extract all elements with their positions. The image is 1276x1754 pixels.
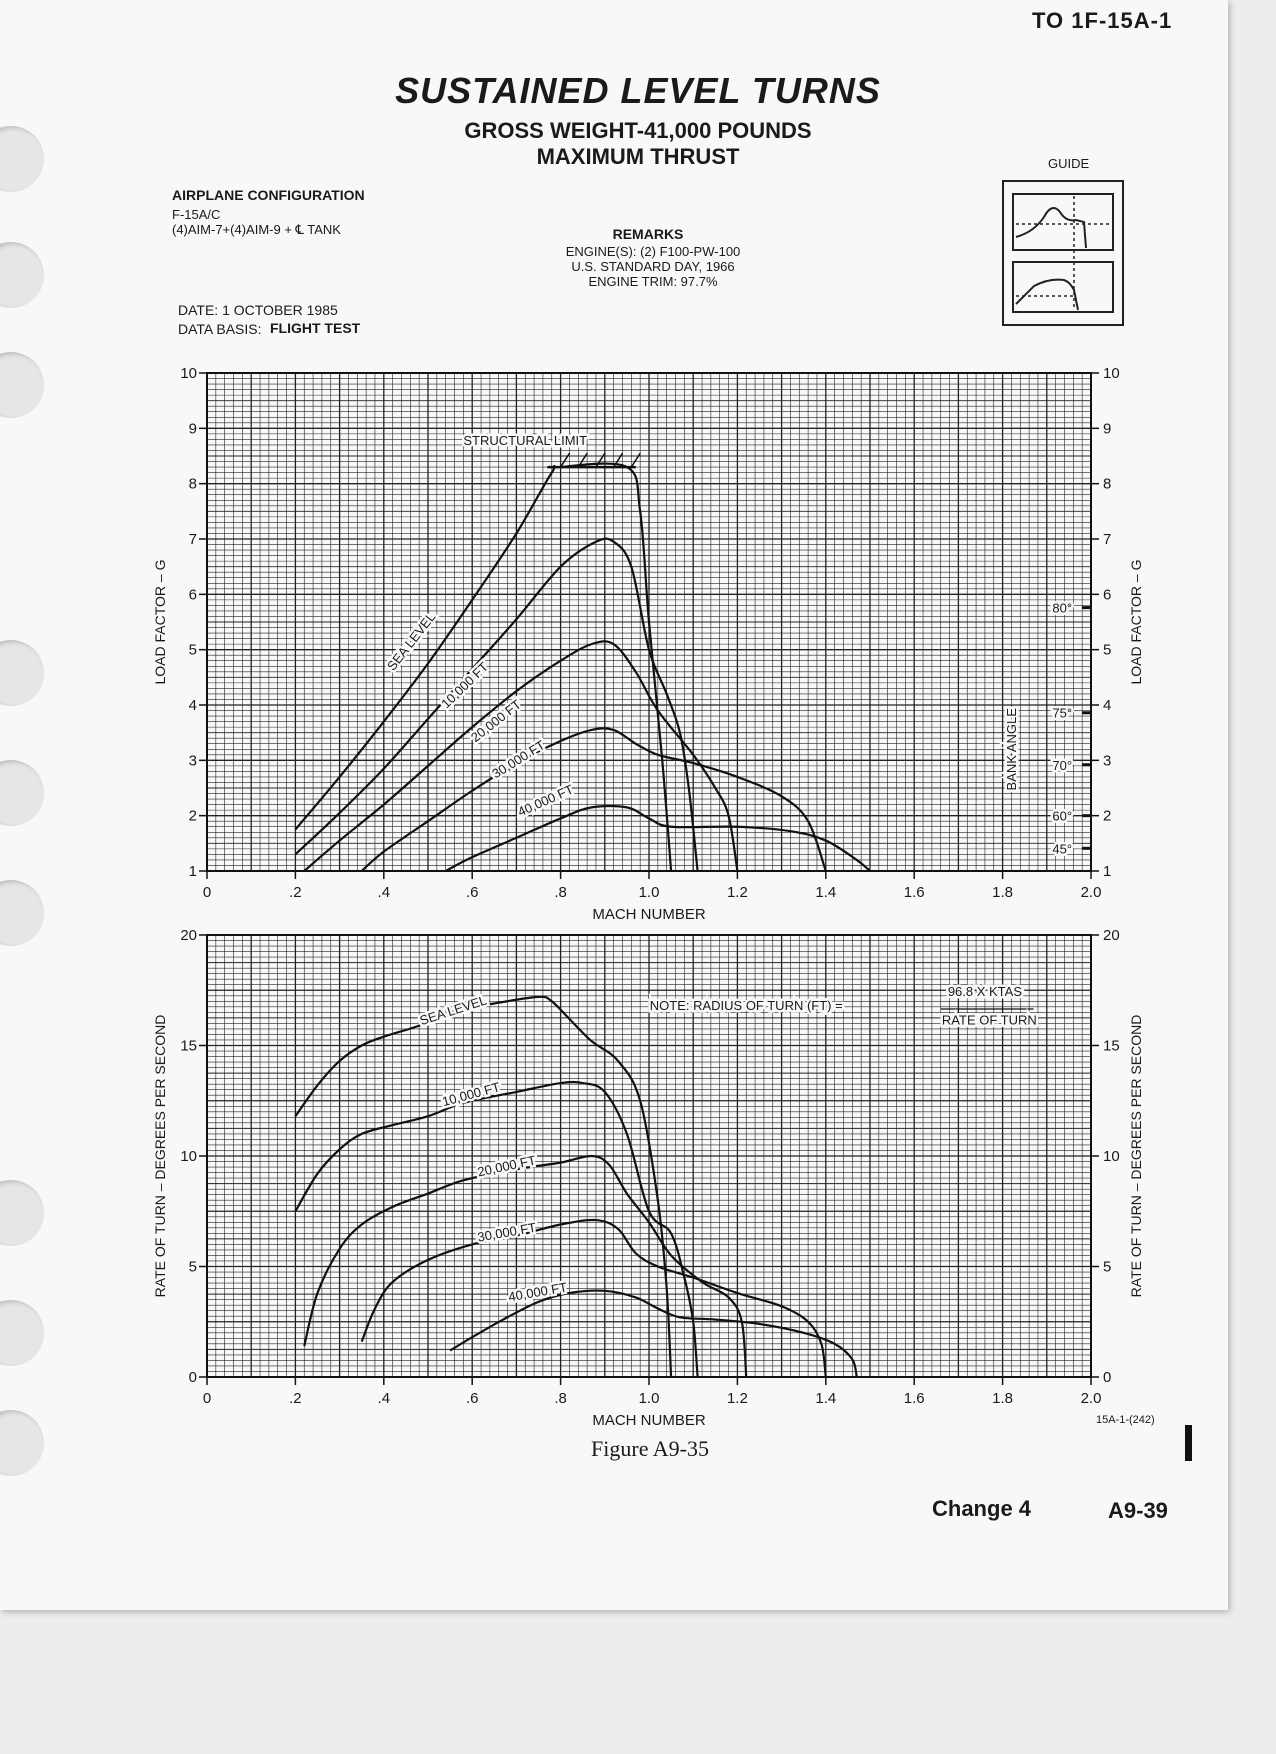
remarks-day: U.S. STANDARD DAY, 1966: [571, 259, 735, 274]
remarks-heading: REMARKS: [612, 226, 684, 242]
page-number: A9-39: [1108, 1498, 1168, 1523]
data-basis-value: FLIGHT TEST: [270, 320, 361, 336]
document-number: TO 1F-15A-1: [1032, 8, 1173, 33]
guide-box: [1002, 180, 1124, 326]
remarks-engine: ENGINE(S): (2) F100-PW-100: [565, 244, 741, 259]
binder-hole: [0, 1300, 44, 1366]
figure-id: 15A-1-(242): [1096, 1414, 1155, 1426]
config-stores: (4)AIM-7+(4)AIM-9 + ℄ TANK: [172, 222, 341, 237]
binder-hole: [0, 242, 44, 308]
guide-icon: [1012, 193, 1114, 313]
data-basis-label: DATA BASIS:: [178, 321, 262, 337]
config-heading: AIRPLANE CONFIGURATION: [172, 187, 365, 203]
page-title: SUSTAINED LEVEL TURNS: [395, 70, 881, 111]
guide-label: GUIDE: [1048, 156, 1090, 171]
config-airplane: F-15A/C: [172, 207, 221, 222]
subtitle-thrust: MAXIMUM THRUST: [536, 144, 740, 169]
change-label: Change 4: [932, 1496, 1032, 1521]
change-bar: [1185, 1425, 1192, 1461]
figure-caption: Figure A9-35: [591, 1436, 709, 1461]
remarks-trim: ENGINE TRIM: 97.7%: [588, 274, 718, 289]
binder-hole: [0, 352, 44, 418]
binder-hole: [0, 1180, 44, 1246]
binder-hole: [0, 640, 44, 706]
config-date: DATE: 1 OCTOBER 1985: [178, 302, 338, 318]
binder-hole: [0, 880, 44, 946]
binder-hole: [0, 760, 44, 826]
subtitle-weight: GROSS WEIGHT-41,000 POUNDS: [464, 118, 812, 143]
